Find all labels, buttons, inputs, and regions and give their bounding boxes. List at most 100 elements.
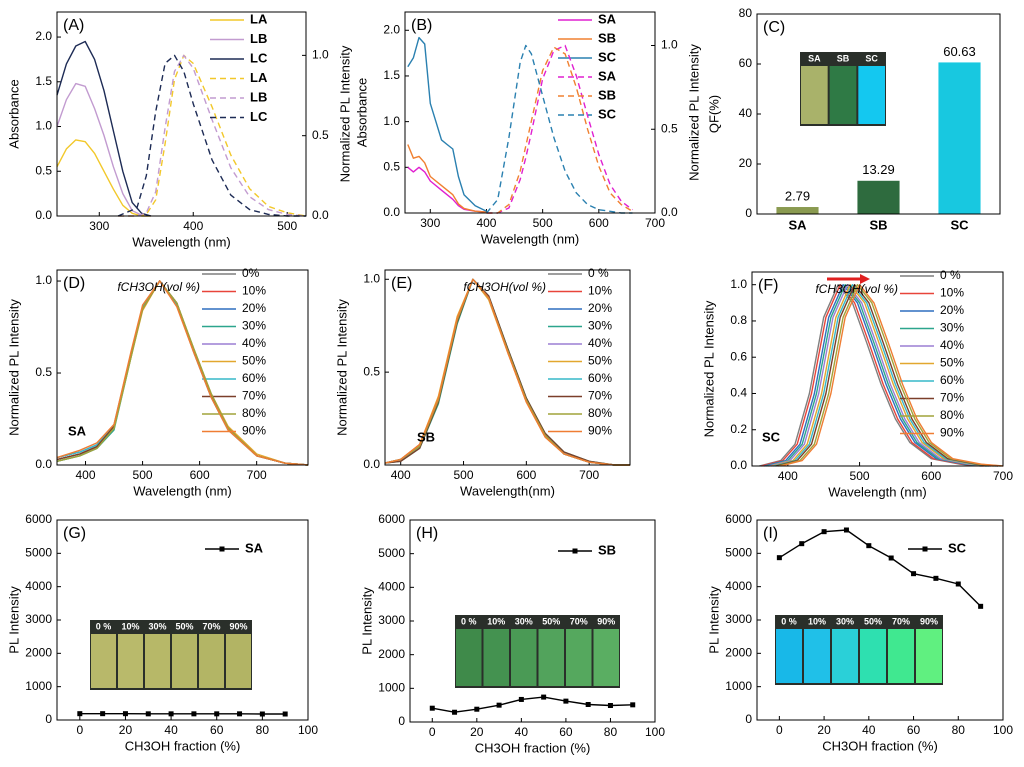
bar-value-label: 60.63 xyxy=(943,44,976,59)
data-point xyxy=(978,603,984,609)
data-point xyxy=(630,702,636,708)
data-point xyxy=(888,555,894,561)
inset-label: 0 % xyxy=(96,621,112,631)
data-point xyxy=(100,711,106,717)
x-tick-label: 100 xyxy=(298,723,318,737)
y-axis-title: Normalized PL Intensity xyxy=(334,299,349,436)
legend-label: 20% xyxy=(588,301,612,315)
legend-label: 30% xyxy=(588,319,612,333)
y-tick-label: 1000 xyxy=(378,681,405,695)
x-axis-title: CH3OH fraction (%) xyxy=(822,738,938,753)
y-tick-label: 1.5 xyxy=(35,74,52,88)
plot-frame xyxy=(409,519,656,723)
inset-label: 70% xyxy=(202,621,220,631)
bar xyxy=(776,207,819,214)
series-line xyxy=(56,40,152,217)
y-tick-label: 5000 xyxy=(378,546,405,560)
y2-tick-label: 0.5 xyxy=(661,121,678,135)
y-tick-label: 20 xyxy=(739,156,753,170)
inset-label: 90% xyxy=(920,616,938,626)
inset-vial xyxy=(593,629,619,686)
x-tick-label: 300 xyxy=(420,216,440,230)
y2-tick-label: 0.5 xyxy=(312,128,329,142)
x-tick-label: 400 xyxy=(183,219,203,233)
inset-vial xyxy=(566,629,592,686)
y-tick-label: 0.5 xyxy=(383,159,400,173)
legend-label: 40% xyxy=(940,338,964,352)
series-line xyxy=(780,284,1004,467)
data-point xyxy=(518,696,524,702)
x-tick-label: SC xyxy=(950,217,969,232)
y-tick-label: 2.0 xyxy=(383,22,400,36)
legend-label: 0 % xyxy=(940,268,961,282)
plot-frame xyxy=(404,11,656,214)
y-tick-label: 3000 xyxy=(25,612,52,626)
inset-vial xyxy=(776,629,802,683)
x-tick-label: 80 xyxy=(952,723,966,737)
x-tick-label: 400 xyxy=(76,468,96,482)
series-line xyxy=(761,284,984,467)
plot-frame xyxy=(56,519,309,721)
y-axis-title: PL Intensity xyxy=(706,586,721,654)
legend-label: LB xyxy=(250,31,267,46)
y-tick-label: 0.0 xyxy=(730,458,747,472)
inset-vial xyxy=(483,629,509,686)
inset-label: 30% xyxy=(515,616,533,626)
data-point xyxy=(168,711,174,717)
panel-label: (G) xyxy=(63,525,86,542)
legend-label: 20% xyxy=(940,303,964,317)
legend-label: 50% xyxy=(940,356,964,370)
x-tick-label: 20 xyxy=(817,723,831,737)
x-tick-label: SA xyxy=(788,217,807,232)
legend-title: fCH3OH(vol %) xyxy=(117,280,200,294)
y-tick-label: 0.8 xyxy=(730,313,747,327)
y-axis-title: Absorbance xyxy=(6,79,21,148)
legend-marker xyxy=(219,546,225,552)
legend-label: 50% xyxy=(242,354,266,368)
inset-label: 50% xyxy=(542,616,560,626)
x-tick-label: 20 xyxy=(119,723,133,737)
data-point xyxy=(843,527,849,533)
x-tick-label: 500 xyxy=(533,216,553,230)
bar-value-label: 13.29 xyxy=(862,162,895,177)
legend-marker xyxy=(572,548,578,554)
inset-vial xyxy=(858,66,885,124)
y-tick-label: 0.0 xyxy=(363,457,380,471)
y-axis-title: QF(%) xyxy=(706,95,721,133)
panel-label: (F) xyxy=(758,277,778,294)
data-point xyxy=(799,541,805,547)
panel-label: (I) xyxy=(763,525,778,542)
plot-frame xyxy=(56,11,307,217)
series-line xyxy=(773,284,996,467)
legend-label: SC xyxy=(948,540,967,555)
x-tick-label: 600 xyxy=(589,216,609,230)
legend-label: 0 % xyxy=(588,266,609,280)
legend-title: fCH3OH(vol %) xyxy=(463,280,546,294)
y-tick-label: 1.0 xyxy=(730,277,747,291)
legend-label: LC xyxy=(250,109,268,124)
inset-vial xyxy=(888,629,914,683)
inset-vial xyxy=(91,634,116,688)
y-tick-label: 4000 xyxy=(25,579,52,593)
y-tick-label: 1000 xyxy=(25,679,52,693)
data-point xyxy=(214,711,220,717)
x-tick-label: 0 xyxy=(776,723,783,737)
y2-axis-title: Normalized PL Intensity xyxy=(686,44,701,181)
x-tick-label: 60 xyxy=(559,725,573,739)
series-line xyxy=(118,54,307,217)
data-point xyxy=(933,575,939,581)
legend-marker xyxy=(922,546,928,552)
plot-frame xyxy=(756,13,1001,215)
series-line xyxy=(771,284,994,467)
legend-label: 60% xyxy=(940,373,964,387)
y-tick-label: 0.5 xyxy=(35,163,52,177)
series-line xyxy=(407,36,487,212)
y-tick-label: 0.6 xyxy=(730,349,747,363)
inset-vial xyxy=(199,634,224,688)
legend-label: 50% xyxy=(588,354,612,368)
x-tick-label: 600 xyxy=(190,468,210,482)
x-tick-label: 400 xyxy=(476,216,496,230)
bar xyxy=(938,62,981,214)
data-point xyxy=(191,711,197,717)
inset-vial xyxy=(538,629,564,686)
